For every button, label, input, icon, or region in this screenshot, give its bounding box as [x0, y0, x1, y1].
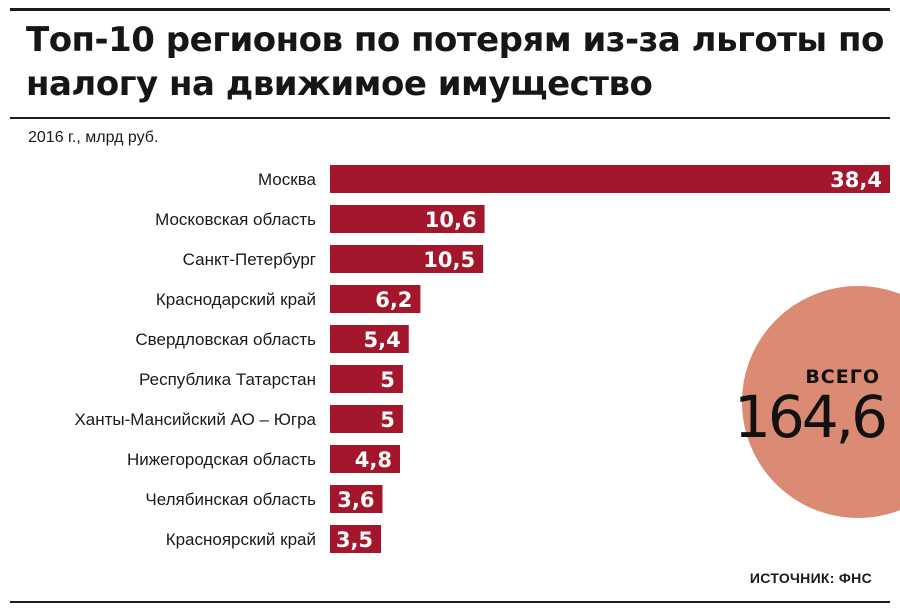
- value-label: 5: [380, 408, 395, 432]
- bottom-rule: [10, 601, 890, 603]
- category-label: Свердловская область: [135, 330, 316, 349]
- total-label: ВСЕГО: [805, 366, 880, 388]
- total-circle: [742, 286, 900, 518]
- bars-group: Москва 38,4 Московская область 10,6 Санкт-Пе…: [74, 165, 890, 553]
- category-label: Санкт-Петербург: [183, 250, 316, 269]
- top-rule: [10, 8, 890, 11]
- value-label: 10,5: [423, 248, 475, 272]
- value-label: 3,6: [337, 488, 374, 512]
- bar: [330, 165, 890, 193]
- value-label: 38,4: [830, 168, 882, 192]
- category-label: Московская область: [155, 210, 316, 229]
- category-label: Красноярский край: [166, 530, 316, 549]
- bar: [330, 405, 403, 433]
- bar: [330, 325, 409, 353]
- value-label: 3,5: [336, 528, 373, 552]
- bar: [330, 205, 485, 233]
- category-label: Краснодарский край: [156, 290, 316, 309]
- category-label: Москва: [258, 170, 317, 189]
- category-label: Челябинская область: [145, 490, 316, 509]
- total-badge: ВСЕГО 164,6: [734, 286, 900, 518]
- title-rule: [10, 117, 890, 119]
- chart-title: Топ-10 регионов по потерям из-за льготы …: [26, 20, 884, 104]
- total-value: 164,6: [734, 383, 885, 451]
- category-label: Нижегородская область: [127, 450, 316, 469]
- bar: [330, 245, 484, 273]
- bar: [330, 365, 403, 393]
- value-label: 10,6: [425, 208, 477, 232]
- source-note: ИСТОЧНИК: ФНС: [749, 570, 872, 586]
- bar: [330, 485, 383, 513]
- value-label: 5,4: [364, 328, 401, 352]
- category-label: Ханты-Мансийский АО – Югра: [74, 410, 316, 429]
- chart-subtitle: 2016 г., млрд руб.: [28, 129, 159, 146]
- bar: [330, 285, 421, 313]
- bar: [330, 525, 382, 553]
- value-label: 4,8: [355, 448, 392, 472]
- bar: [330, 445, 400, 473]
- value-label: 5: [380, 368, 395, 392]
- value-label: 6,2: [375, 288, 412, 312]
- category-label: Республика Татарстан: [139, 370, 316, 389]
